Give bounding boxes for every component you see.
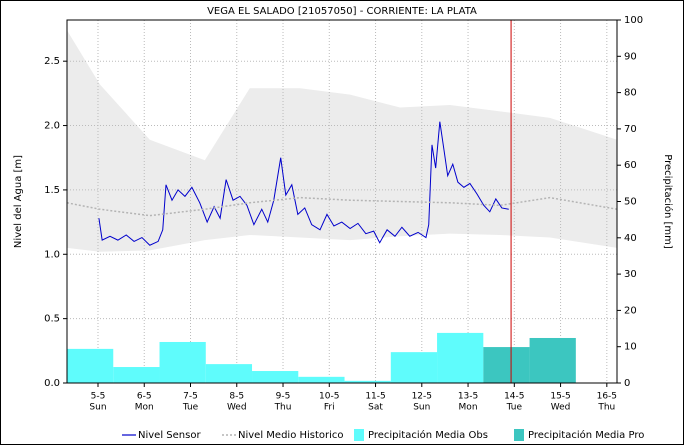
x-tick-day: Thu — [274, 403, 292, 413]
precip-bar — [252, 371, 299, 383]
level-line — [66, 196, 618, 217]
y2-tick-label: 100 — [624, 15, 643, 26]
y-tick-label: 0.0 — [44, 378, 60, 389]
y-tick-label: 2.0 — [44, 121, 60, 132]
precip-bar — [298, 376, 345, 383]
x-tick-day: Mon — [459, 403, 478, 413]
y2-tick-label: 80 — [624, 88, 637, 99]
precip-bar — [437, 332, 484, 383]
precip-bar — [344, 380, 391, 383]
precip-bar — [483, 347, 530, 383]
legend-swatch — [514, 429, 524, 441]
precip-bar — [159, 341, 206, 383]
x-tick-day: Tue — [506, 403, 523, 413]
level-line — [98, 121, 509, 246]
x-tick-day: Sun — [89, 403, 106, 413]
x-tick-day: Fri — [324, 403, 335, 413]
precip-bar — [113, 367, 160, 383]
legend-label: Nivel Medio Historico — [238, 430, 344, 441]
chart-title: VEGA EL SALADO [21057050] - CORRIENTE: L… — [207, 6, 477, 17]
y2-tick-label: 60 — [624, 160, 637, 171]
x-tick-label: 5-5 — [91, 392, 106, 402]
y2-tick-label: 70 — [624, 124, 637, 135]
y-axis-label: Nivel del Agua [m] — [13, 155, 24, 248]
y2-tick-label: 0 — [624, 378, 630, 389]
x-tick-label: 16-5 — [597, 392, 617, 402]
x-tick-label: 9-5 — [276, 392, 291, 402]
x-tick-day: Tue — [182, 403, 199, 413]
x-tick-label: 10-5 — [319, 392, 339, 402]
x-tick-label: 15-5 — [550, 392, 570, 402]
y-tick-label: 1.0 — [44, 249, 60, 260]
y2-tick-label: 50 — [624, 197, 637, 208]
x-tick-label: 11-5 — [365, 392, 385, 402]
x-tick-label: 12-5 — [412, 392, 432, 402]
x-tick-day: Mon — [135, 403, 154, 413]
y2-tick-label: 10 — [624, 342, 637, 353]
precip-bar — [390, 352, 438, 383]
x-tick-label: 13-5 — [458, 392, 478, 402]
legend-swatch — [354, 429, 364, 441]
x-tick-day: Wed — [551, 403, 571, 413]
y2-axis-label: Precipitación [mm] — [662, 154, 674, 249]
x-tick-day: Thu — [597, 403, 615, 413]
y-tick-label: 1.5 — [44, 185, 60, 196]
y2-tick-label: 30 — [624, 269, 637, 280]
plot-border — [66, 19, 618, 384]
y2-tick-label: 40 — [624, 233, 637, 244]
historic-band — [67, 30, 617, 252]
legend-label: Precipitación Media Obs — [368, 429, 488, 441]
x-tick-day: Wed — [227, 403, 247, 413]
precip-bar — [67, 348, 114, 383]
precip-bar — [205, 364, 253, 383]
x-tick-label: 7-5 — [183, 392, 198, 402]
y-tick-label: 2.5 — [44, 56, 60, 67]
x-tick-day: Sun — [413, 403, 430, 413]
x-tick-label: 6-5 — [137, 392, 152, 402]
x-tick-label: 8-5 — [229, 392, 244, 402]
legend-label: Precipitación Media Pro — [528, 429, 644, 441]
x-tick-day: Sat — [368, 403, 383, 413]
y2-tick-label: 90 — [624, 51, 637, 62]
precip-bar — [529, 337, 576, 383]
legend-label: Nivel Sensor — [138, 430, 201, 441]
x-tick-label: 14-5 — [504, 392, 524, 402]
y-tick-label: 0.5 — [44, 314, 60, 325]
y2-tick-label: 20 — [624, 305, 637, 316]
